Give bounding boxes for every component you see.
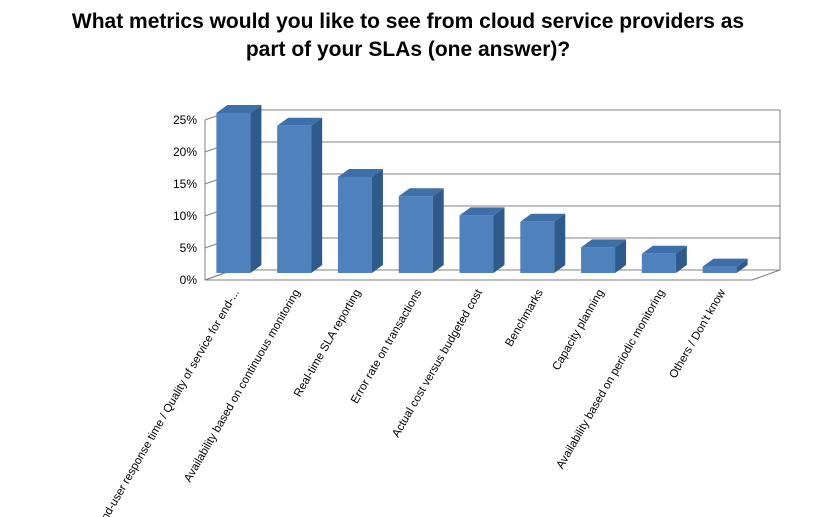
bar (641, 245, 687, 273)
y-tick-label: 20% (173, 145, 197, 159)
bar-top (702, 258, 748, 267)
y-tick-label: 0% (180, 273, 198, 287)
bar-top (520, 213, 566, 222)
x-tick-label: Availability based on periodic monitorin… (555, 288, 668, 472)
bar-front (216, 113, 251, 273)
y-tick-label: 15% (173, 177, 197, 191)
bar (459, 207, 505, 273)
chart-title: What metrics would you like to see from … (0, 8, 816, 64)
bar-top (277, 117, 323, 126)
y-tick-label: 25% (173, 113, 197, 127)
bar-top (459, 207, 505, 216)
bar-side (432, 188, 444, 273)
x-tick-label: Real-time SLA reporting (292, 288, 363, 400)
bar-side (675, 245, 687, 273)
bar-front (459, 215, 494, 273)
x-tick-label: Benchmarks (504, 287, 546, 349)
chart-title-line-1: What metrics would you like to see from … (71, 10, 745, 33)
bar-front (520, 221, 555, 273)
x-tick-label: Capacity planning (551, 288, 607, 373)
bar-top (216, 105, 262, 113)
chart-floor (204, 269, 781, 281)
bar-front (398, 196, 433, 273)
x-tick-label: Others / Don't know (668, 287, 729, 381)
x-tick-label: End-user response time / Quality of serv… (95, 288, 242, 517)
bar-front (581, 247, 616, 273)
bar-side (250, 105, 262, 273)
bar-front (277, 125, 312, 273)
bar (520, 213, 566, 273)
bar (581, 239, 627, 273)
bar-side (371, 169, 383, 273)
bar (702, 258, 748, 273)
bar-top (398, 188, 444, 197)
y-tick-label: 10% (173, 209, 197, 223)
bar (398, 188, 444, 273)
bar-side (736, 258, 748, 273)
bar-front (702, 266, 737, 273)
x-tick-label: Availability based on continuous monitor… (182, 287, 303, 484)
bar-front (641, 253, 676, 273)
bar (337, 169, 383, 273)
bar-top (337, 169, 383, 177)
chart-title-line-2: part of your SLAs (one answer)? (245, 38, 571, 61)
bar-front (337, 177, 372, 273)
bar-side (493, 207, 505, 273)
bar (216, 105, 262, 273)
bar (277, 117, 323, 273)
x-tick-label: Error rate on transactions (349, 287, 424, 406)
bar-side (554, 213, 566, 273)
bar-top (641, 245, 687, 254)
y-tick-label: 5% (180, 241, 198, 255)
bar-side (615, 239, 627, 273)
bar-side (311, 117, 323, 273)
bar-top (581, 239, 627, 248)
